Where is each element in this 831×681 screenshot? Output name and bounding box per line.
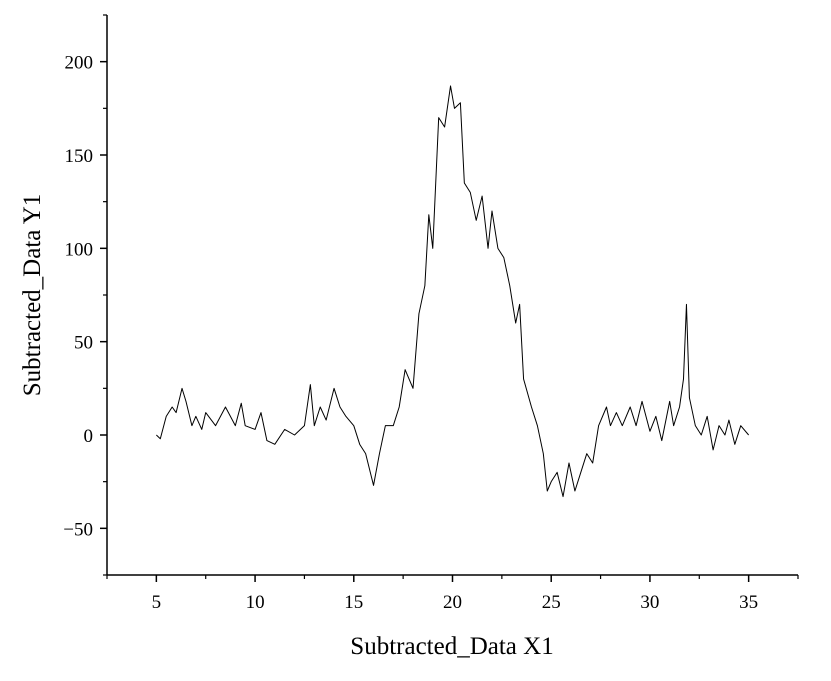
data-line bbox=[156, 85, 750, 498]
y-tick-label: 100 bbox=[65, 239, 94, 260]
y-tick-label: −50 bbox=[63, 519, 93, 540]
x-tick-label: 5 bbox=[152, 592, 162, 613]
y-tick-label: 200 bbox=[65, 53, 94, 74]
x-tick-label: 10 bbox=[246, 592, 265, 613]
y-tick-label: 50 bbox=[74, 333, 93, 354]
y-tick-label: 150 bbox=[65, 146, 94, 167]
x-tick-label: 15 bbox=[344, 592, 363, 613]
x-tick-label: 35 bbox=[739, 592, 758, 613]
y-axis-label: Subtracted_Data Y1 bbox=[19, 194, 46, 396]
x-tick-label: 20 bbox=[443, 592, 462, 613]
y-tick-label: 0 bbox=[84, 426, 94, 447]
x-tick-label: 30 bbox=[640, 592, 659, 613]
x-tick-label: 25 bbox=[542, 592, 561, 613]
x-axis-label: Subtracted_Data X1 bbox=[350, 633, 553, 660]
